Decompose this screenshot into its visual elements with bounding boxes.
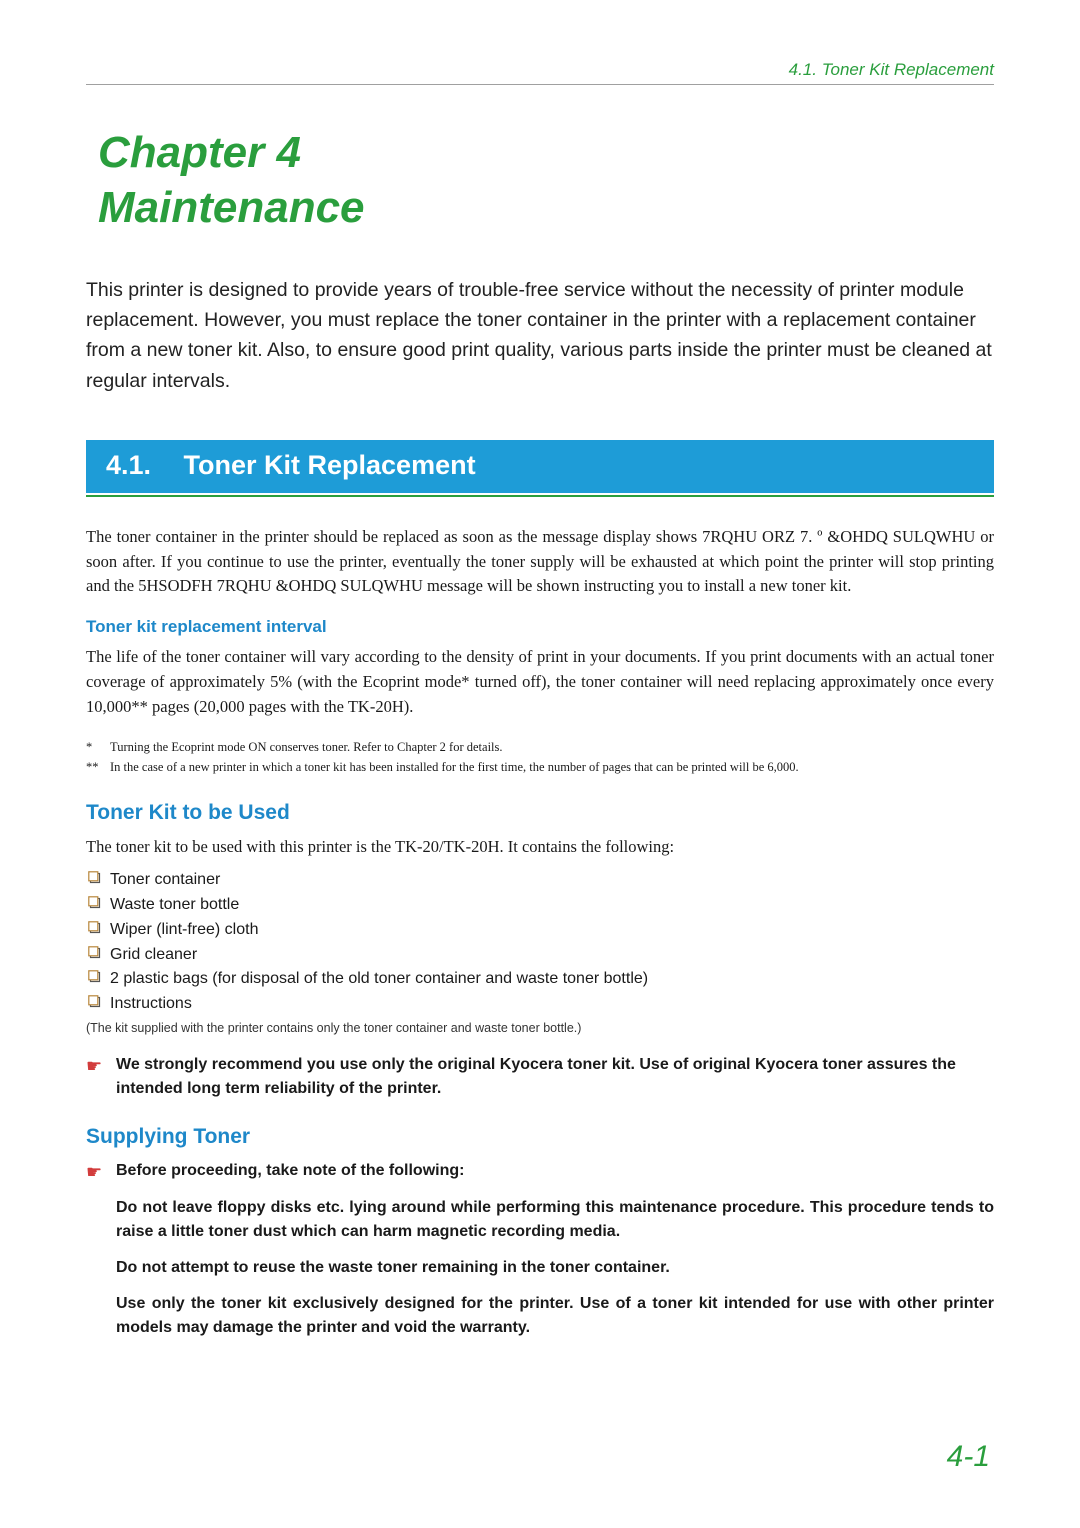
- list-item: 2 plastic bags (for disposal of the old …: [88, 967, 994, 992]
- supply-heading: Supplying Toner: [86, 1125, 994, 1149]
- page-number: 4-1: [947, 1440, 990, 1474]
- section-number: 4.1.: [106, 450, 176, 481]
- pointer-icon: ☛: [86, 1053, 116, 1101]
- square-bullet-icon: [88, 868, 110, 884]
- square-bullet-icon: [88, 943, 110, 959]
- list-item: Wiper (lint-free) cloth: [88, 918, 994, 943]
- footnote-1-mark: *: [86, 737, 110, 757]
- footnote-2-text: In the case of a new printer in which a …: [110, 757, 799, 777]
- section-paragraph-1: The toner container in the printer shoul…: [86, 525, 994, 599]
- chapter-line-1: Chapter 4: [98, 128, 301, 177]
- list-item-label: 2 plastic bags (for disposal of the old …: [110, 967, 648, 992]
- list-item: Instructions: [88, 992, 994, 1017]
- square-bullet-icon: [88, 893, 110, 909]
- interval-text: The life of the toner container will var…: [86, 645, 994, 719]
- section-title: Toner Kit Replacement: [184, 450, 476, 480]
- header-divider: [86, 84, 994, 85]
- kit-contents-list: Toner container Waste toner bottle Wiper…: [88, 868, 994, 1017]
- supply-note: Do not attempt to reuse the waste toner …: [116, 1256, 994, 1280]
- supply-note: Use only the toner kit exclusively desig…: [116, 1292, 994, 1340]
- recommendation-text: We strongly recommend you use only the o…: [116, 1053, 994, 1101]
- pointer-icon: ☛: [86, 1159, 116, 1184]
- list-item: Grid cleaner: [88, 943, 994, 968]
- supply-note: Do not leave floppy disks etc. lying aro…: [116, 1196, 994, 1244]
- kit-supply-note: (The kit supplied with the printer conta…: [86, 1021, 994, 1035]
- recommendation-block: ☛ We strongly recommend you use only the…: [86, 1053, 994, 1101]
- chapter-intro: This printer is designed to provide year…: [86, 275, 994, 396]
- footnote-1: * Turning the Ecoprint mode ON conserves…: [86, 737, 994, 757]
- chapter-line-2: Maintenance: [98, 183, 365, 232]
- supply-notes: Do not leave floppy disks etc. lying aro…: [86, 1196, 994, 1340]
- footnote-1-text: Turning the Ecoprint mode ON conserves t…: [110, 737, 503, 757]
- list-item-label: Toner container: [110, 868, 220, 893]
- list-item-label: Wiper (lint-free) cloth: [110, 918, 258, 943]
- kit-lead: The toner kit to be used with this print…: [86, 835, 994, 860]
- footnotes: * Turning the Ecoprint mode ON conserves…: [86, 737, 994, 777]
- list-item-label: Grid cleaner: [110, 943, 197, 968]
- chapter-title: Chapter 4 Maintenance: [98, 125, 994, 235]
- list-item-label: Instructions: [110, 992, 192, 1017]
- kit-heading: Toner Kit to be Used: [86, 801, 994, 825]
- supply-lead: Before proceeding, take note of the foll…: [116, 1159, 464, 1184]
- interval-heading: Toner kit replacement interval: [86, 617, 994, 637]
- list-item: Waste toner bottle: [88, 893, 994, 918]
- supply-lead-block: ☛ Before proceeding, take note of the fo…: [86, 1159, 994, 1184]
- footnote-2-mark: **: [86, 757, 110, 777]
- breadcrumb: 4.1. Toner Kit Replacement: [789, 60, 994, 79]
- page-header: 4.1. Toner Kit Replacement: [86, 60, 994, 80]
- square-bullet-icon: [88, 992, 110, 1008]
- square-bullet-icon: [88, 967, 110, 983]
- list-item: Toner container: [88, 868, 994, 893]
- list-item-label: Waste toner bottle: [110, 893, 239, 918]
- footnote-2: ** In the case of a new printer in which…: [86, 757, 994, 777]
- section-heading-bar: 4.1. Toner Kit Replacement: [86, 440, 994, 493]
- square-bullet-icon: [88, 918, 110, 934]
- section-underline: [86, 495, 994, 497]
